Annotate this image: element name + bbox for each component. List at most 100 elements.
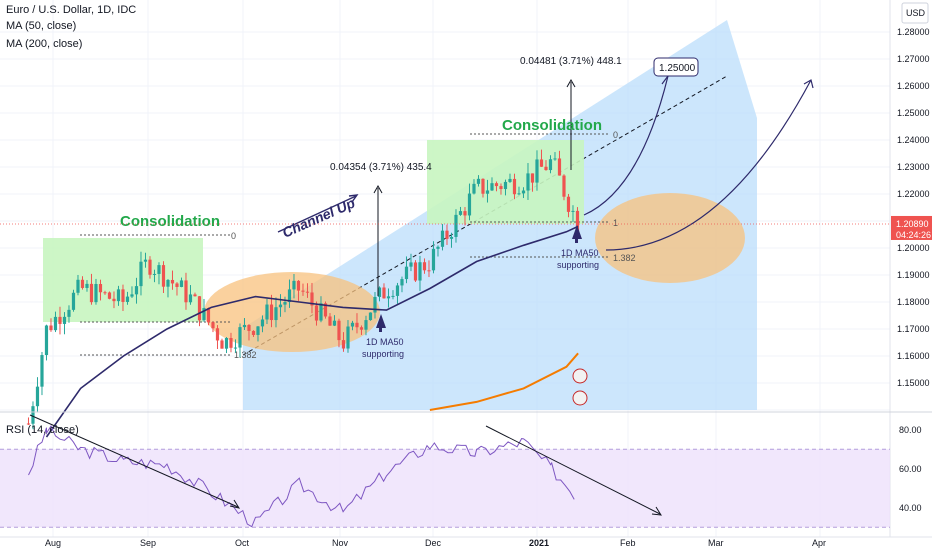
rsi-tick-label: 40.00	[899, 503, 922, 513]
candle-body	[458, 211, 463, 215]
ma200-legend[interactable]: MA (200, close)	[6, 38, 83, 50]
candle-body	[278, 304, 283, 308]
candle-body	[332, 320, 337, 326]
candle-body	[301, 290, 305, 292]
candle-body	[557, 158, 562, 176]
target-callout-box	[653, 57, 699, 77]
candle-body	[49, 325, 53, 331]
candle-body	[269, 304, 274, 321]
candle-body	[211, 322, 215, 329]
price-tick-label: 1.17000	[897, 324, 930, 334]
candle-body	[175, 283, 179, 287]
candle-body	[31, 406, 35, 424]
candle-body	[490, 183, 494, 191]
candle-body	[472, 183, 476, 194]
candle-body	[323, 303, 328, 317]
currency-label: USD	[906, 8, 926, 18]
rsi-legend[interactable]: RSI (14, close)	[6, 424, 79, 436]
candle-body	[94, 284, 98, 303]
candle-body	[215, 328, 220, 341]
time-tick-label: Nov	[332, 538, 349, 548]
ma50-support-arrow-2	[572, 225, 582, 239]
ma50-support-arrow-stem-1	[379, 326, 382, 332]
candle-body	[485, 190, 490, 194]
candle-body	[310, 292, 314, 306]
candle-body	[251, 330, 256, 335]
candle-body	[134, 286, 139, 295]
candle-body	[130, 294, 134, 297]
candle-body	[80, 279, 85, 288]
candle-body	[202, 308, 206, 321]
ma50-support-label-2b: supporting	[557, 260, 599, 270]
candle-body	[539, 159, 544, 167]
rsi-tick-label: 80.00	[899, 425, 922, 435]
candle-body	[445, 230, 449, 239]
candle-body	[143, 259, 148, 262]
candle-body	[193, 294, 197, 297]
measure-label-2: 0.04481 (3.71%) 448.1	[520, 56, 622, 67]
candle-body	[341, 340, 346, 349]
candle-body	[359, 327, 364, 330]
candle-body	[170, 279, 175, 284]
candle-body	[346, 326, 350, 349]
ma50-support-label-1b: supporting	[362, 349, 404, 359]
candle-body	[440, 230, 445, 247]
candle-body	[58, 316, 62, 324]
accumulation-ellipse-2	[595, 193, 745, 283]
candle-body	[260, 319, 265, 327]
candle-body	[103, 292, 107, 294]
candle-body	[319, 303, 323, 321]
candle-body	[265, 304, 269, 320]
candle-body	[391, 295, 395, 297]
rsi-trendline-arrowhead-1	[229, 499, 241, 509]
time-tick-label: 2021	[529, 538, 549, 548]
candle-body	[62, 316, 67, 324]
measure-arrowhead-1	[373, 184, 383, 194]
channel-up-arrowhead	[348, 194, 359, 203]
candle-body	[512, 178, 517, 195]
fib-label-1382-b: 1.382	[613, 253, 636, 263]
candle-body	[382, 287, 386, 299]
price-tick-label: 1.28000	[897, 27, 930, 37]
candle-body	[454, 214, 458, 237]
candle-body	[431, 248, 436, 271]
time-tick-label: Sep	[140, 538, 156, 548]
candle-body	[40, 355, 44, 387]
price-tick-label: 1.22000	[897, 189, 930, 199]
price-tick-label: 1.27000	[897, 54, 930, 64]
candle-body	[247, 324, 251, 331]
time-tick-label: Mar	[708, 538, 724, 548]
ma50-legend[interactable]: MA (50, close)	[6, 20, 77, 32]
candle-body	[283, 302, 287, 305]
ma50-support-label-1a: 1D MA50	[366, 337, 404, 347]
price-tick-label: 1.18000	[897, 297, 930, 307]
candle-body	[26, 423, 31, 425]
candle-body	[400, 279, 404, 286]
rsi-line	[28, 424, 575, 528]
fib-label-1382: 1.382	[234, 350, 257, 360]
rsi-trendline-arrowhead-2	[651, 506, 662, 516]
candle-body	[508, 178, 512, 182]
candle-body	[544, 166, 548, 171]
candle-body	[386, 296, 391, 299]
rsi-tick-label: 60.00	[899, 464, 922, 474]
symbol-title[interactable]: Euro / U.S. Dollar, 1D, IDC	[6, 4, 137, 16]
candle-body	[98, 284, 103, 293]
last-price-value: 1.20890	[896, 219, 929, 229]
candle-body	[422, 262, 427, 271]
rsi-trendline-1	[29, 414, 239, 508]
candle-body	[112, 298, 116, 302]
candle-body	[571, 210, 575, 212]
candle-body	[467, 193, 472, 216]
candle-body	[67, 309, 71, 317]
candle-body	[535, 159, 539, 183]
candle-body	[125, 296, 130, 302]
candle-body	[427, 270, 431, 272]
consolidation-label-1: Consolidation	[120, 213, 220, 230]
candle-body	[188, 294, 193, 303]
candle-body	[256, 326, 260, 335]
candle-body	[328, 316, 332, 326]
measure-arrowhead-2	[566, 78, 576, 88]
rsi-trendline-2	[485, 425, 661, 515]
